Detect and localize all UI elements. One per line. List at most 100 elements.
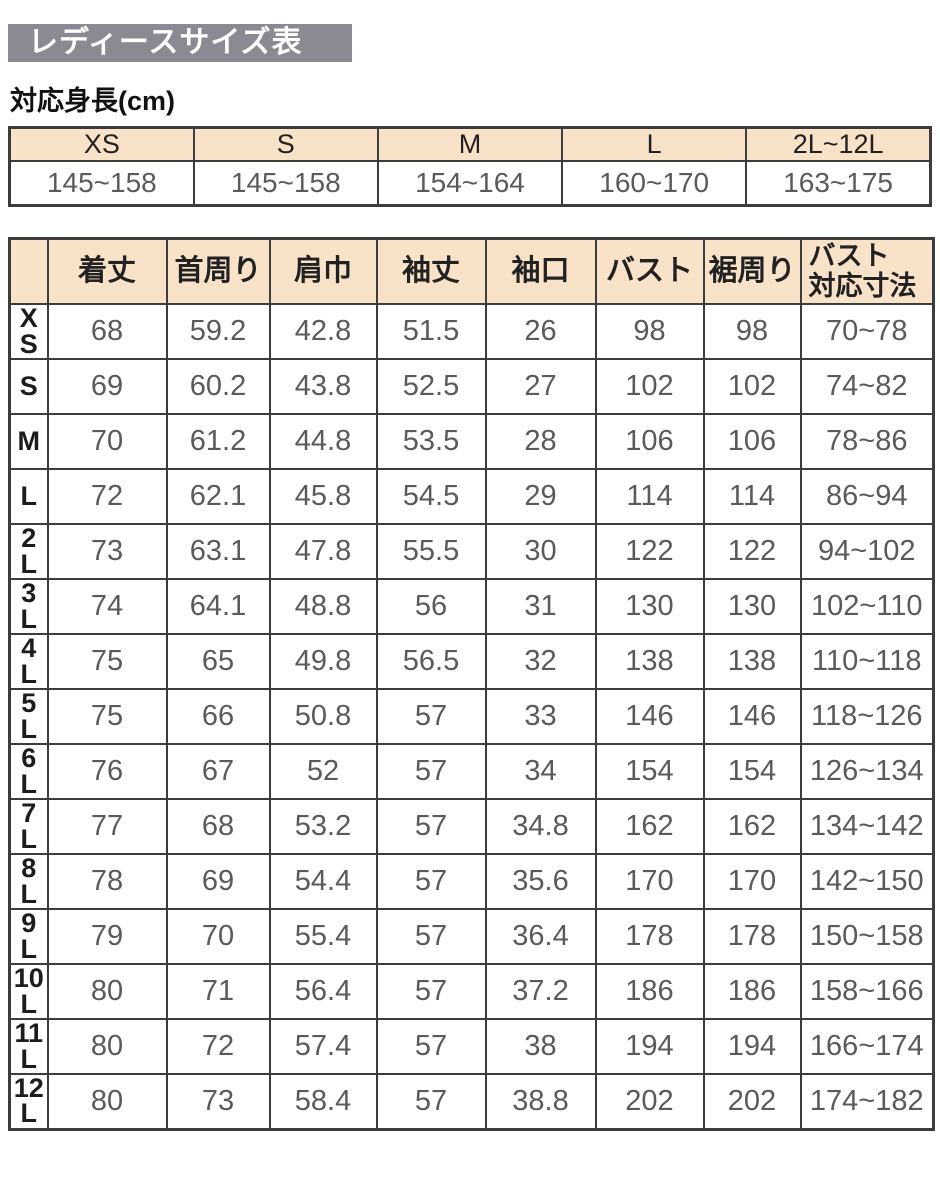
measure-cell: 62.1 bbox=[165, 468, 271, 525]
measure-cell: 178 bbox=[594, 908, 705, 965]
measure-cell: 37.2 bbox=[484, 963, 597, 1020]
size-row: X S 68 59.2 42.8 51.5 26 98 98 70~78 bbox=[8, 303, 935, 360]
measure-cell: 34.8 bbox=[484, 798, 597, 855]
size-row: 8 L 78 69 54.4 57 35.6 170 170 142~150 bbox=[8, 853, 935, 910]
size-row: M 70 61.2 44.8 53.5 28 106 106 78~86 bbox=[8, 413, 935, 470]
size-label: L bbox=[8, 468, 49, 525]
measure-cell: 66 bbox=[165, 688, 271, 745]
size-label: 7 L bbox=[8, 798, 49, 855]
measure-cell: 70 bbox=[46, 413, 168, 470]
measure-cell: 202 bbox=[702, 1073, 802, 1130]
measure-cell: 56.4 bbox=[268, 963, 378, 1020]
measure-cell: 130 bbox=[594, 578, 705, 635]
measure-cell: 74 bbox=[46, 578, 168, 635]
measure-cell: 146 bbox=[702, 688, 802, 745]
height-range-cell: 145~158 bbox=[192, 160, 379, 206]
measure-cell: 68 bbox=[165, 798, 271, 855]
measure-cell: 47.8 bbox=[268, 523, 378, 580]
measure-cell: 44.8 bbox=[268, 413, 378, 470]
measure-cell: 69 bbox=[165, 853, 271, 910]
measure-cell: 34 bbox=[484, 743, 597, 800]
measure-cell: 75 bbox=[46, 633, 168, 690]
measure-cell: 49.8 bbox=[268, 633, 378, 690]
height-size-header: 2L~12L bbox=[745, 126, 932, 162]
measure-cell: 174~182 bbox=[799, 1073, 935, 1130]
measure-cell: 53.5 bbox=[375, 413, 487, 470]
size-row: 5 L 75 66 50.8 57 33 146 146 118~126 bbox=[8, 688, 935, 745]
measure-cell: 58.4 bbox=[268, 1073, 378, 1130]
height-size-header: S bbox=[192, 126, 379, 162]
measure-cell: 74~82 bbox=[799, 358, 935, 415]
measure-cell: 60.2 bbox=[165, 358, 271, 415]
measure-cell: 70 bbox=[165, 908, 271, 965]
measure-cell: 158~166 bbox=[799, 963, 935, 1020]
height-size-header: L bbox=[561, 126, 748, 162]
measure-cell: 57 bbox=[375, 743, 487, 800]
ladies-size-chart-page: レディースサイズ表 対応身長(cm) XS S M L 2L~12L 145~158 14… bbox=[8, 24, 935, 1131]
measure-header: 着丈 bbox=[46, 237, 168, 305]
measure-cell: 28 bbox=[484, 413, 597, 470]
measure-header: バスト 対応寸法 bbox=[799, 237, 935, 305]
measure-header: 首周り bbox=[165, 237, 271, 305]
measure-cell: 122 bbox=[702, 523, 802, 580]
size-label: M bbox=[8, 413, 49, 470]
measure-cell: 69 bbox=[46, 358, 168, 415]
measure-header: 裾周り bbox=[702, 237, 802, 305]
measure-cell: 194 bbox=[594, 1018, 705, 1075]
measure-cell: 80 bbox=[46, 963, 168, 1020]
measure-cell: 78~86 bbox=[799, 413, 935, 470]
height-range-cell: 145~158 bbox=[8, 160, 195, 206]
measure-cell: 102~110 bbox=[799, 578, 935, 635]
size-label: 8 L bbox=[8, 853, 49, 910]
measure-cell: 114 bbox=[702, 468, 802, 525]
height-section-heading: 対応身長(cm) bbox=[10, 86, 176, 116]
size-label: 9 L bbox=[8, 908, 49, 965]
size-label: X S bbox=[8, 303, 49, 360]
size-label: 6 L bbox=[8, 743, 49, 800]
measure-cell: 36.4 bbox=[484, 908, 597, 965]
measure-cell: 94~102 bbox=[799, 523, 935, 580]
measure-cell: 61.2 bbox=[165, 413, 271, 470]
page-title: レディースサイズ表 bbox=[8, 24, 352, 62]
size-row: 6 L 76 67 52 57 34 154 154 126~134 bbox=[8, 743, 935, 800]
height-range-cell: 154~164 bbox=[376, 160, 564, 206]
height-table-header-row: XS S M L 2L~12L bbox=[8, 126, 932, 162]
measure-cell: 73 bbox=[46, 523, 168, 580]
height-range-cell: 160~170 bbox=[561, 160, 748, 206]
size-row: 4 L 75 65 49.8 56.5 32 138 138 110~118 bbox=[8, 633, 935, 690]
measure-cell: 42.8 bbox=[268, 303, 378, 360]
measure-cell: 64.1 bbox=[165, 578, 271, 635]
size-row: 7 L 77 68 53.2 57 34.8 162 162 134~142 bbox=[8, 798, 935, 855]
measure-cell: 138 bbox=[702, 633, 802, 690]
measure-cell: 57 bbox=[375, 688, 487, 745]
measure-cell: 72 bbox=[165, 1018, 271, 1075]
measure-cell: 68 bbox=[46, 303, 168, 360]
measure-cell: 79 bbox=[46, 908, 168, 965]
measure-cell: 50.8 bbox=[268, 688, 378, 745]
size-label: 11 L bbox=[8, 1018, 49, 1075]
measure-cell: 75 bbox=[46, 688, 168, 745]
measure-cell: 57 bbox=[375, 853, 487, 910]
measure-cell: 32 bbox=[484, 633, 597, 690]
measure-cell: 54.5 bbox=[375, 468, 487, 525]
measure-cell: 43.8 bbox=[268, 358, 378, 415]
measure-cell: 73 bbox=[165, 1073, 271, 1130]
measure-cell: 80 bbox=[46, 1073, 168, 1130]
measure-cell: 52 bbox=[268, 743, 378, 800]
size-label: 3 L bbox=[8, 578, 49, 635]
corner-cell bbox=[8, 237, 49, 305]
measure-cell: 71 bbox=[165, 963, 271, 1020]
measure-cell: 59.2 bbox=[165, 303, 271, 360]
measure-cell: 35.6 bbox=[484, 853, 597, 910]
measure-header: バスト bbox=[594, 237, 705, 305]
size-row: 11 L 80 72 57.4 57 38 194 194 166~174 bbox=[8, 1018, 935, 1075]
height-size-header: XS bbox=[8, 126, 195, 162]
measure-cell: 56 bbox=[375, 578, 487, 635]
measure-cell: 146 bbox=[594, 688, 705, 745]
measure-cell: 106 bbox=[702, 413, 802, 470]
measure-cell: 57 bbox=[375, 798, 487, 855]
size-row: 2 L 73 63.1 47.8 55.5 30 122 122 94~102 bbox=[8, 523, 935, 580]
measure-header: 肩巾 bbox=[268, 237, 378, 305]
measure-cell: 170 bbox=[594, 853, 705, 910]
measure-cell: 65 bbox=[165, 633, 271, 690]
